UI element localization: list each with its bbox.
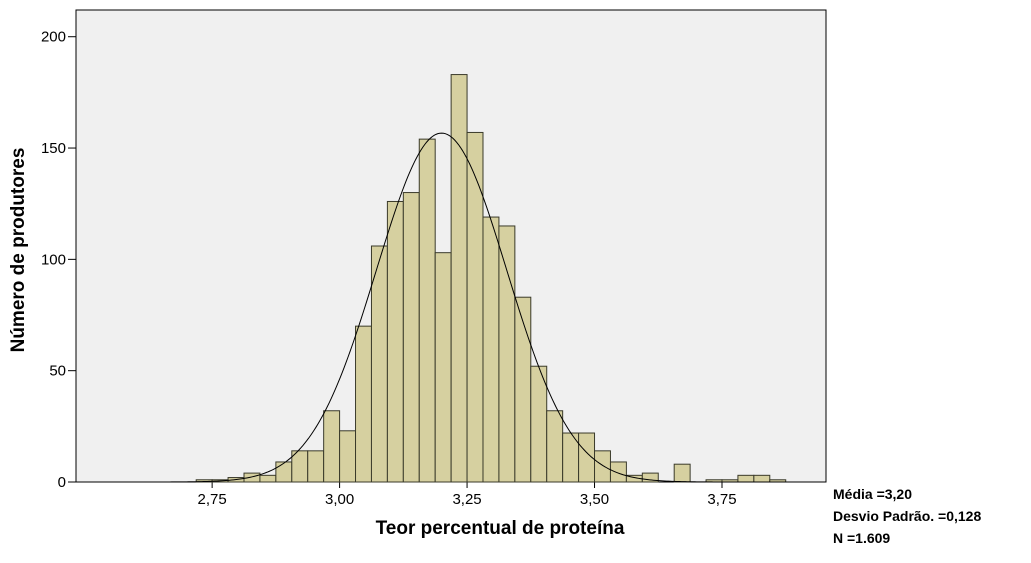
bar bbox=[275, 461, 293, 483]
stat-mean: Média =3,20 bbox=[833, 486, 912, 502]
bar bbox=[339, 430, 357, 483]
bar bbox=[594, 450, 611, 483]
y-axis-label: Número de produtores bbox=[8, 148, 29, 353]
y-tick-label: 0 bbox=[58, 474, 66, 491]
bar bbox=[753, 474, 771, 483]
bar bbox=[323, 410, 341, 483]
bar bbox=[482, 216, 500, 483]
bar bbox=[450, 74, 468, 483]
x-tick-label: 3,75 bbox=[707, 491, 736, 508]
bar bbox=[514, 296, 532, 483]
x-tick-label: 3,50 bbox=[580, 491, 609, 508]
bar bbox=[673, 463, 691, 483]
x-axis-label: Teor percentual de proteína bbox=[376, 518, 625, 539]
bar bbox=[386, 200, 404, 483]
bar bbox=[291, 450, 309, 483]
y-tick-label: 150 bbox=[41, 140, 66, 157]
normal-curve bbox=[76, 132, 826, 483]
stat-n: N =1.609 bbox=[833, 530, 890, 546]
bar bbox=[530, 365, 548, 483]
bar bbox=[259, 474, 277, 483]
bar bbox=[737, 474, 755, 483]
y-tick-label: 100 bbox=[41, 251, 66, 268]
bar bbox=[307, 450, 325, 483]
x-tick-label: 2,75 bbox=[198, 491, 227, 508]
x-tick-label: 3,25 bbox=[452, 491, 481, 508]
bar bbox=[609, 461, 627, 483]
y-tick-label: 200 bbox=[41, 29, 66, 46]
bar bbox=[498, 225, 516, 483]
bar bbox=[546, 410, 564, 483]
bar bbox=[370, 245, 388, 483]
y-tick-label: 50 bbox=[49, 363, 66, 380]
bar bbox=[466, 131, 484, 483]
bar bbox=[418, 138, 436, 483]
bar bbox=[434, 252, 452, 483]
bar bbox=[402, 192, 420, 483]
bar bbox=[641, 472, 659, 483]
x-tick-label: 3,00 bbox=[325, 491, 354, 508]
bar bbox=[355, 325, 372, 483]
stat-sd: Desvio Padrão. =0,128 bbox=[833, 508, 981, 524]
